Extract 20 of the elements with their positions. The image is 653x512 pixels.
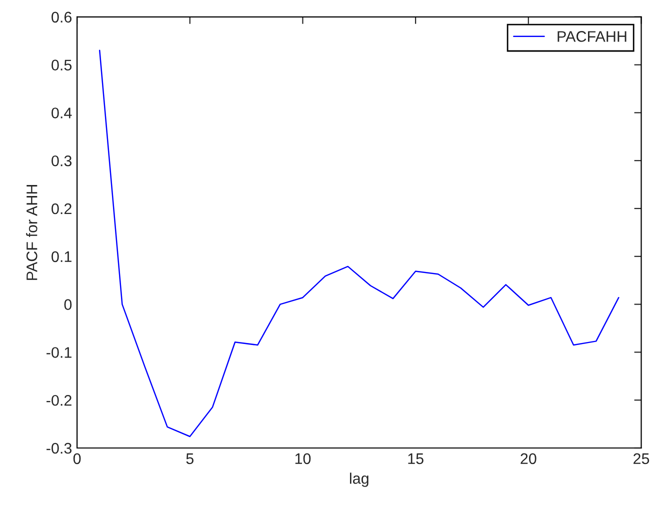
y-axis-title: PACF for AHH [26, 185, 38, 280]
x-tick-label: 5 [186, 453, 194, 464]
line-series [98, 50, 620, 438]
y-tick-label: 0.2 [52, 203, 72, 214]
y-tick-label: 0.6 [52, 12, 72, 23]
y-tick-label: 0.4 [52, 108, 72, 118]
y-tick-label: 0.5 [52, 60, 72, 70]
y-tick-label: 0.1 [52, 251, 72, 262]
legend-label: PACFAHH [558, 31, 626, 42]
y-tick-label: 0.3 [52, 155, 72, 166]
x-tick-label: 20 [520, 453, 536, 464]
y-tick-label: 0 [64, 299, 72, 310]
x-axis-title: lag [350, 472, 368, 487]
x-tick-label: 15 [408, 453, 424, 464]
y-tick-label: -0.2 [46, 394, 72, 406]
x-tick-label: 0 [73, 453, 81, 464]
y-tick-label: -0.3 [46, 442, 72, 454]
y-tick-label: -0.1 [46, 347, 72, 358]
x-tick-label: 25 [634, 453, 650, 464]
x-tick-label: 10 [295, 453, 311, 464]
